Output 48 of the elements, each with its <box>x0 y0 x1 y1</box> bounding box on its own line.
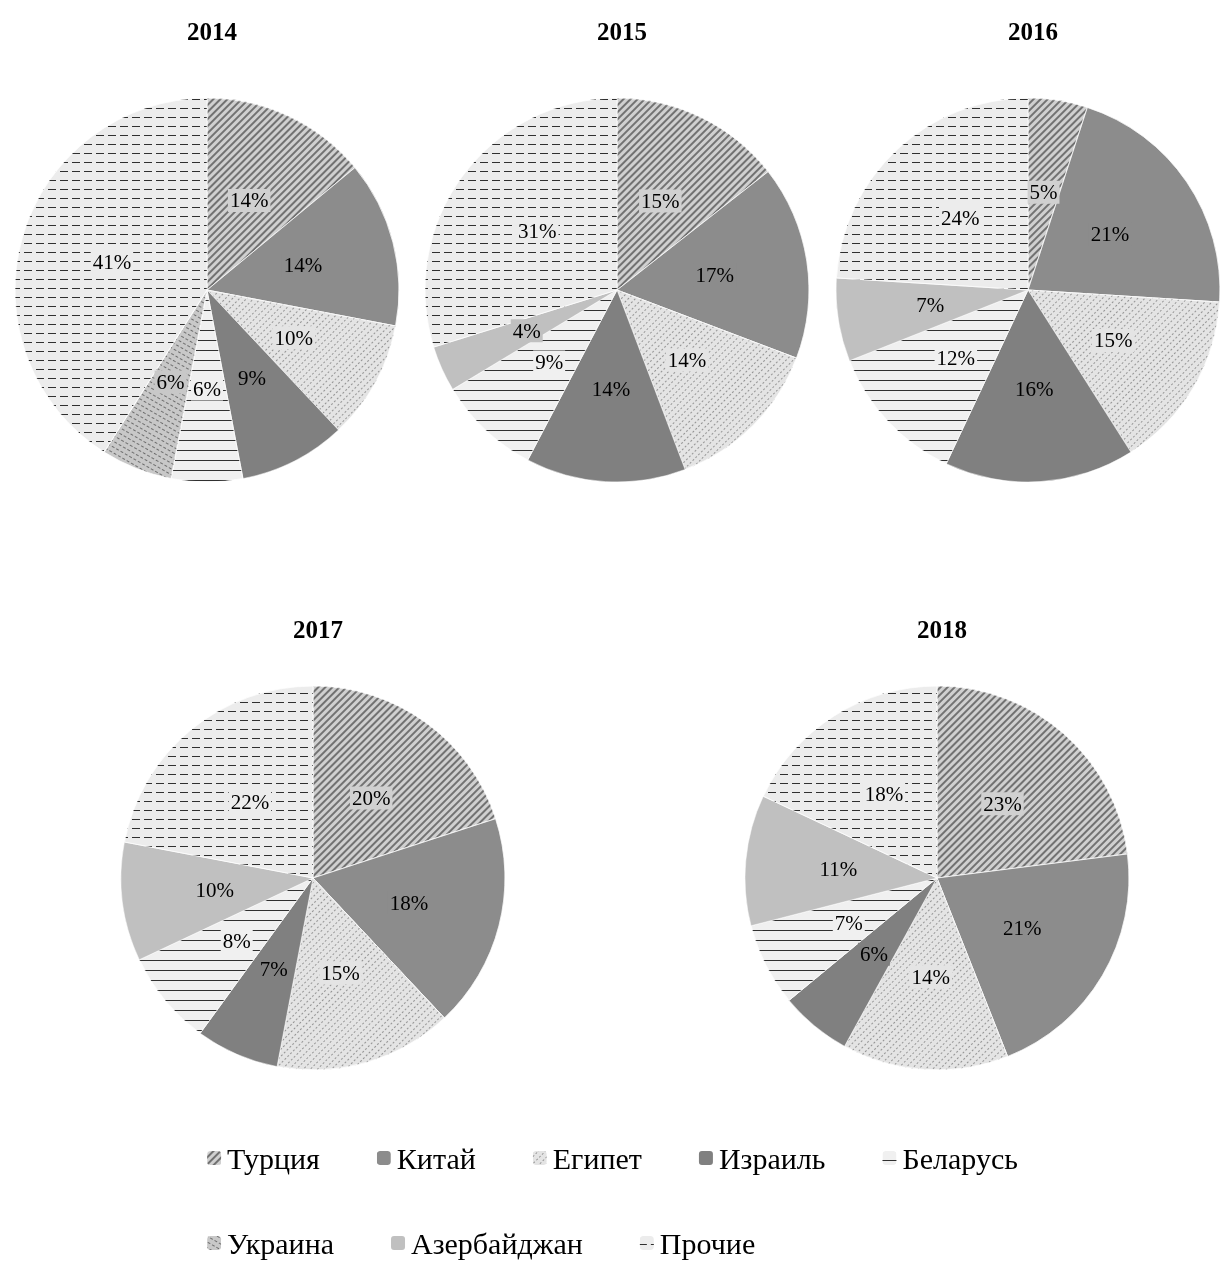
data-label: 18% <box>389 890 429 915</box>
data-label: 7% <box>916 293 945 318</box>
data-label: 11% <box>819 856 858 881</box>
data-label: 15% <box>641 188 680 213</box>
data-label: 10% <box>195 878 235 903</box>
data-label: 9% <box>535 350 564 375</box>
data-label: 23% <box>983 791 1022 816</box>
data-label: 18% <box>864 782 904 807</box>
data-label: 6% <box>859 942 888 967</box>
data-label: 21% <box>1002 916 1042 941</box>
data-label: 16% <box>1014 376 1054 401</box>
data-label: 24% <box>940 205 980 230</box>
data-label: 14% <box>283 253 323 278</box>
legend-label: Прочие <box>659 1226 756 1260</box>
data-label: 14% <box>591 376 631 401</box>
data-label: 4% <box>512 318 541 343</box>
chart-title: 2016 <box>1008 18 1058 45</box>
legend-label: Египет <box>552 1141 642 1175</box>
data-label: 6% <box>156 370 185 395</box>
chart-title: 2015 <box>597 18 647 45</box>
data-label: 8% <box>222 929 251 954</box>
data-label: 14% <box>667 348 707 372</box>
data-label: 22% <box>230 789 270 814</box>
data-label: 7% <box>259 956 288 981</box>
data-label: 14% <box>911 964 951 989</box>
data-label: 17% <box>695 263 735 288</box>
data-label: 20% <box>351 785 391 810</box>
legend-label: Израиль <box>718 1141 826 1175</box>
data-label: 10% <box>274 325 313 350</box>
chart-title: 2014 <box>187 18 238 45</box>
data-label: 5% <box>1029 180 1058 205</box>
legend-label: Турция <box>227 1141 321 1175</box>
data-label: 6% <box>193 377 221 401</box>
legend-label: Украина <box>227 1226 335 1260</box>
data-label: 21% <box>1090 222 1130 247</box>
data-label: 7% <box>834 910 863 935</box>
legend-label: Азербайджан <box>411 1226 583 1260</box>
data-label: 9% <box>237 366 266 391</box>
data-label: 15% <box>1093 328 1133 353</box>
data-label: 12% <box>936 345 976 370</box>
data-label: 41% <box>92 250 132 275</box>
legend-label: Китай <box>396 1141 476 1175</box>
data-label: 14% <box>229 188 269 213</box>
chart-title: 2018 <box>917 616 967 643</box>
data-label: 15% <box>321 961 360 986</box>
legend-label: Беларусь <box>902 1141 1018 1175</box>
data-label: 31% <box>518 219 557 244</box>
chart-title: 2017 <box>293 616 343 643</box>
